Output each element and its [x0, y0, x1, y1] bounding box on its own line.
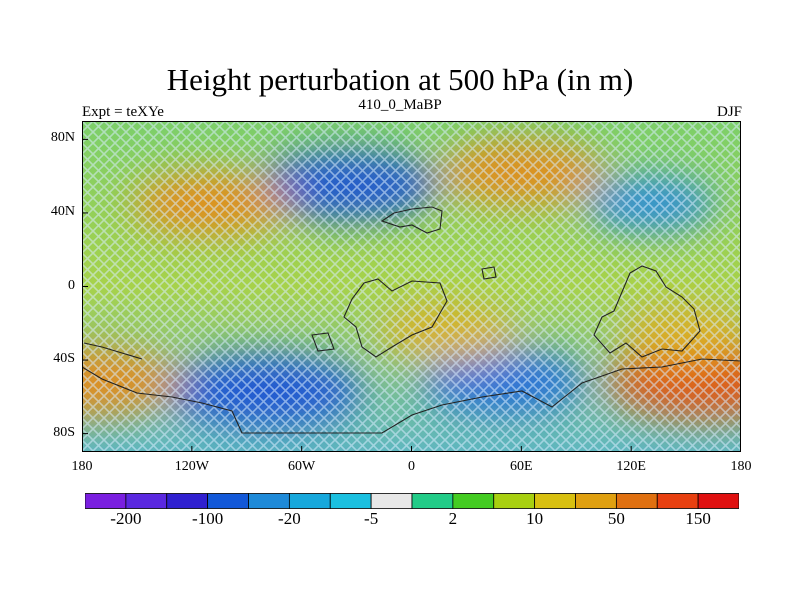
colorbar-swatch — [697, 493, 739, 509]
colorbar-swatch — [370, 493, 413, 509]
contour-map — [82, 121, 741, 452]
colorbar-swatch — [166, 493, 209, 509]
colorbar-swatch — [85, 493, 127, 509]
y-tick-label: 80N — [50, 130, 75, 146]
colorbar-swatch — [615, 493, 658, 509]
x-tick-label: 180 — [730, 459, 752, 474]
colorbar-swatch — [656, 493, 699, 509]
colorbar-label: 150 — [685, 509, 711, 528]
colorbar-label: 10 — [526, 509, 544, 528]
colorbar-swatch — [493, 493, 536, 509]
colorbar-label: 2 — [448, 509, 458, 528]
colorbar-swatch — [288, 493, 331, 509]
colorbar-swatch — [411, 493, 454, 509]
colorbar-swatch — [329, 493, 372, 509]
y-axis-ticks — [82, 138, 88, 435]
colorbar — [85, 493, 739, 509]
x-tick-label: 180 — [71, 459, 93, 474]
run-label: 410_0_MaBP — [358, 97, 442, 113]
map-title: Height perturbation at 500 hPa (in m) — [166, 62, 634, 97]
colorbar-label: -5 — [364, 509, 379, 528]
x-tick-label: 120W — [174, 459, 209, 474]
x-tick-label: 120E — [616, 459, 646, 474]
colorbar-swatch — [534, 493, 576, 509]
colorbar-swatch — [248, 493, 290, 509]
colorbar-label: 50 — [607, 509, 625, 528]
y-tick-label: 40S — [53, 351, 75, 367]
hatch-overlay — [82, 121, 741, 452]
colorbar-swatch — [125, 493, 168, 509]
colorbar-label: -20 — [278, 509, 301, 528]
colorbar-swatch — [575, 493, 617, 509]
x-tick-label: 60W — [288, 459, 316, 474]
season-label: DJF — [716, 104, 742, 120]
y-tick-label: 0 — [68, 277, 75, 293]
colorbar-label: -100 — [192, 509, 224, 528]
colorbar-label: -200 — [110, 509, 142, 528]
colorbar-swatch — [452, 493, 495, 509]
y-tick-label: 80S — [53, 424, 75, 440]
y-tick-label: 40N — [50, 203, 75, 219]
x-axis-ticks — [82, 446, 741, 452]
experiment-label: Expt = teXYe — [82, 104, 164, 120]
coastlines — [82, 206, 741, 434]
colorbar-swatch — [207, 493, 249, 509]
x-tick-label: 60E — [510, 459, 533, 474]
x-tick-label: 0 — [408, 459, 415, 474]
